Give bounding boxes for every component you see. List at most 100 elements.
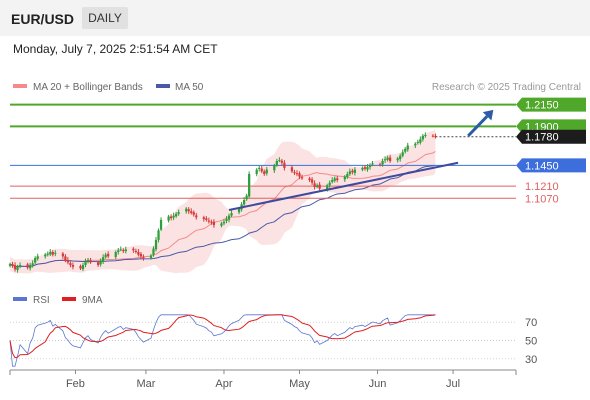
candle-body-0 — [8, 264, 12, 266]
candle-body-82 — [295, 173, 299, 175]
candle-body-86 — [310, 179, 314, 183]
candle-body-93 — [333, 178, 336, 181]
legend-label-9ma: 9MA — [82, 295, 103, 306]
candle-body-103 — [368, 165, 372, 168]
ma50-line — [9, 164, 436, 268]
candle-body-87 — [313, 183, 316, 187]
candle-body-36 — [134, 250, 138, 252]
legend-swatch-rsi — [13, 297, 27, 301]
candle-body-32 — [119, 249, 122, 251]
candle-body-60 — [220, 223, 223, 226]
candle-body-26 — [99, 260, 102, 265]
candle-body-2 — [13, 265, 17, 270]
candle-body-10 — [44, 254, 47, 257]
forecast-arrow-shaft — [467, 115, 489, 137]
candle-body-59 — [212, 221, 216, 226]
candle-body-21 — [81, 265, 85, 270]
level-label-3: 1.1450 — [525, 160, 559, 172]
candle-body-114 — [406, 145, 409, 150]
candle-body-67 — [242, 200, 246, 205]
x-tick-label-1: Mar — [136, 378, 155, 390]
candle-body-31 — [117, 250, 120, 252]
candle-body-35 — [132, 248, 135, 251]
candle-body-65 — [237, 208, 241, 213]
x-tick-label-3: May — [289, 378, 310, 390]
candle-body-110 — [396, 158, 399, 161]
candle-body-74 — [265, 169, 268, 174]
candle-body-11 — [46, 253, 49, 255]
candle-body-73 — [263, 171, 266, 174]
candle-body-63 — [227, 215, 231, 220]
candle-body-54 — [195, 215, 198, 218]
candle-body-52 — [190, 211, 193, 213]
symbol-label: EUR/USD — [11, 11, 75, 27]
candle-body-118 — [421, 135, 424, 140]
candle-body-15 — [61, 253, 64, 257]
forecast-arrow-head — [482, 109, 494, 121]
candle-body-102 — [366, 167, 369, 170]
candle-body-8 — [34, 258, 37, 263]
candle-body-14 — [54, 252, 57, 254]
candle-body-75 — [273, 165, 276, 171]
candle-body-55 — [202, 217, 205, 220]
candle-body-61 — [222, 221, 226, 224]
candle-body-111 — [399, 155, 402, 160]
candle-body-81 — [293, 172, 296, 174]
candle-body-48 — [175, 213, 178, 217]
candle-body-22 — [84, 261, 87, 265]
x-tick-label-5: Jul — [446, 378, 460, 390]
candle-body-113 — [404, 148, 407, 152]
candle-body-45 — [167, 216, 170, 221]
candle-body-20 — [79, 266, 82, 269]
candle-body-28 — [104, 254, 107, 258]
candle-body-19 — [71, 265, 75, 267]
candle-body-98 — [351, 170, 354, 173]
candle-body-41 — [152, 248, 155, 255]
candle-body-112 — [401, 152, 404, 156]
timestamp-label: Monday, July 7, 2025 2:51:54 AM CET — [13, 42, 218, 56]
candle-body-64 — [230, 213, 233, 216]
level-tag-0 — [516, 97, 586, 112]
candle-body-40 — [149, 255, 153, 259]
candle-body-68 — [245, 195, 248, 200]
candle-body-16 — [64, 256, 67, 261]
candle-body-30 — [114, 252, 117, 258]
candle-body-9 — [36, 256, 39, 259]
timeframe-button[interactable]: DAILY — [82, 7, 128, 29]
candle-body-12 — [49, 252, 52, 255]
candle-body-57 — [207, 220, 211, 222]
candle-body-108 — [386, 157, 389, 160]
candle-body-27 — [102, 257, 105, 262]
candle-body-69 — [248, 174, 251, 197]
candle-body-116 — [416, 141, 419, 143]
candle-body-49 — [177, 212, 180, 214]
candle-body-90 — [326, 185, 329, 190]
level-tag-3 — [516, 158, 586, 173]
candle-body-100 — [361, 167, 364, 170]
candle-body-42 — [154, 239, 158, 250]
candle-body-76 — [275, 161, 278, 166]
candle-body-97 — [348, 171, 351, 174]
candle-body-4 — [18, 265, 22, 267]
candle-body-17 — [66, 259, 70, 263]
candle-body-94 — [336, 178, 339, 181]
candle-body-96 — [346, 174, 349, 178]
rsi-9ma-line — [9, 314, 436, 359]
legend-label-bollinger: MA 20 + Bollinger Bands — [33, 82, 143, 93]
candle-body-58 — [210, 221, 213, 223]
x-tick-label-4: Jun — [369, 378, 387, 390]
candle-body-89 — [318, 184, 321, 189]
candle-body-47 — [172, 215, 175, 218]
x-tick-label-0: Feb — [66, 378, 85, 390]
x-tick-label-2: Apr — [215, 378, 232, 390]
rsi-tick-0: 30 — [525, 354, 537, 366]
candle-body-119 — [424, 135, 427, 136]
candle-body-107 — [383, 159, 387, 161]
candle-body-5 — [26, 264, 29, 268]
candle-body-117 — [419, 139, 422, 143]
candle-body-25 — [96, 262, 100, 265]
candle-body-84 — [300, 177, 304, 179]
candle-body-71 — [258, 167, 261, 169]
candle-body-56 — [205, 218, 208, 220]
